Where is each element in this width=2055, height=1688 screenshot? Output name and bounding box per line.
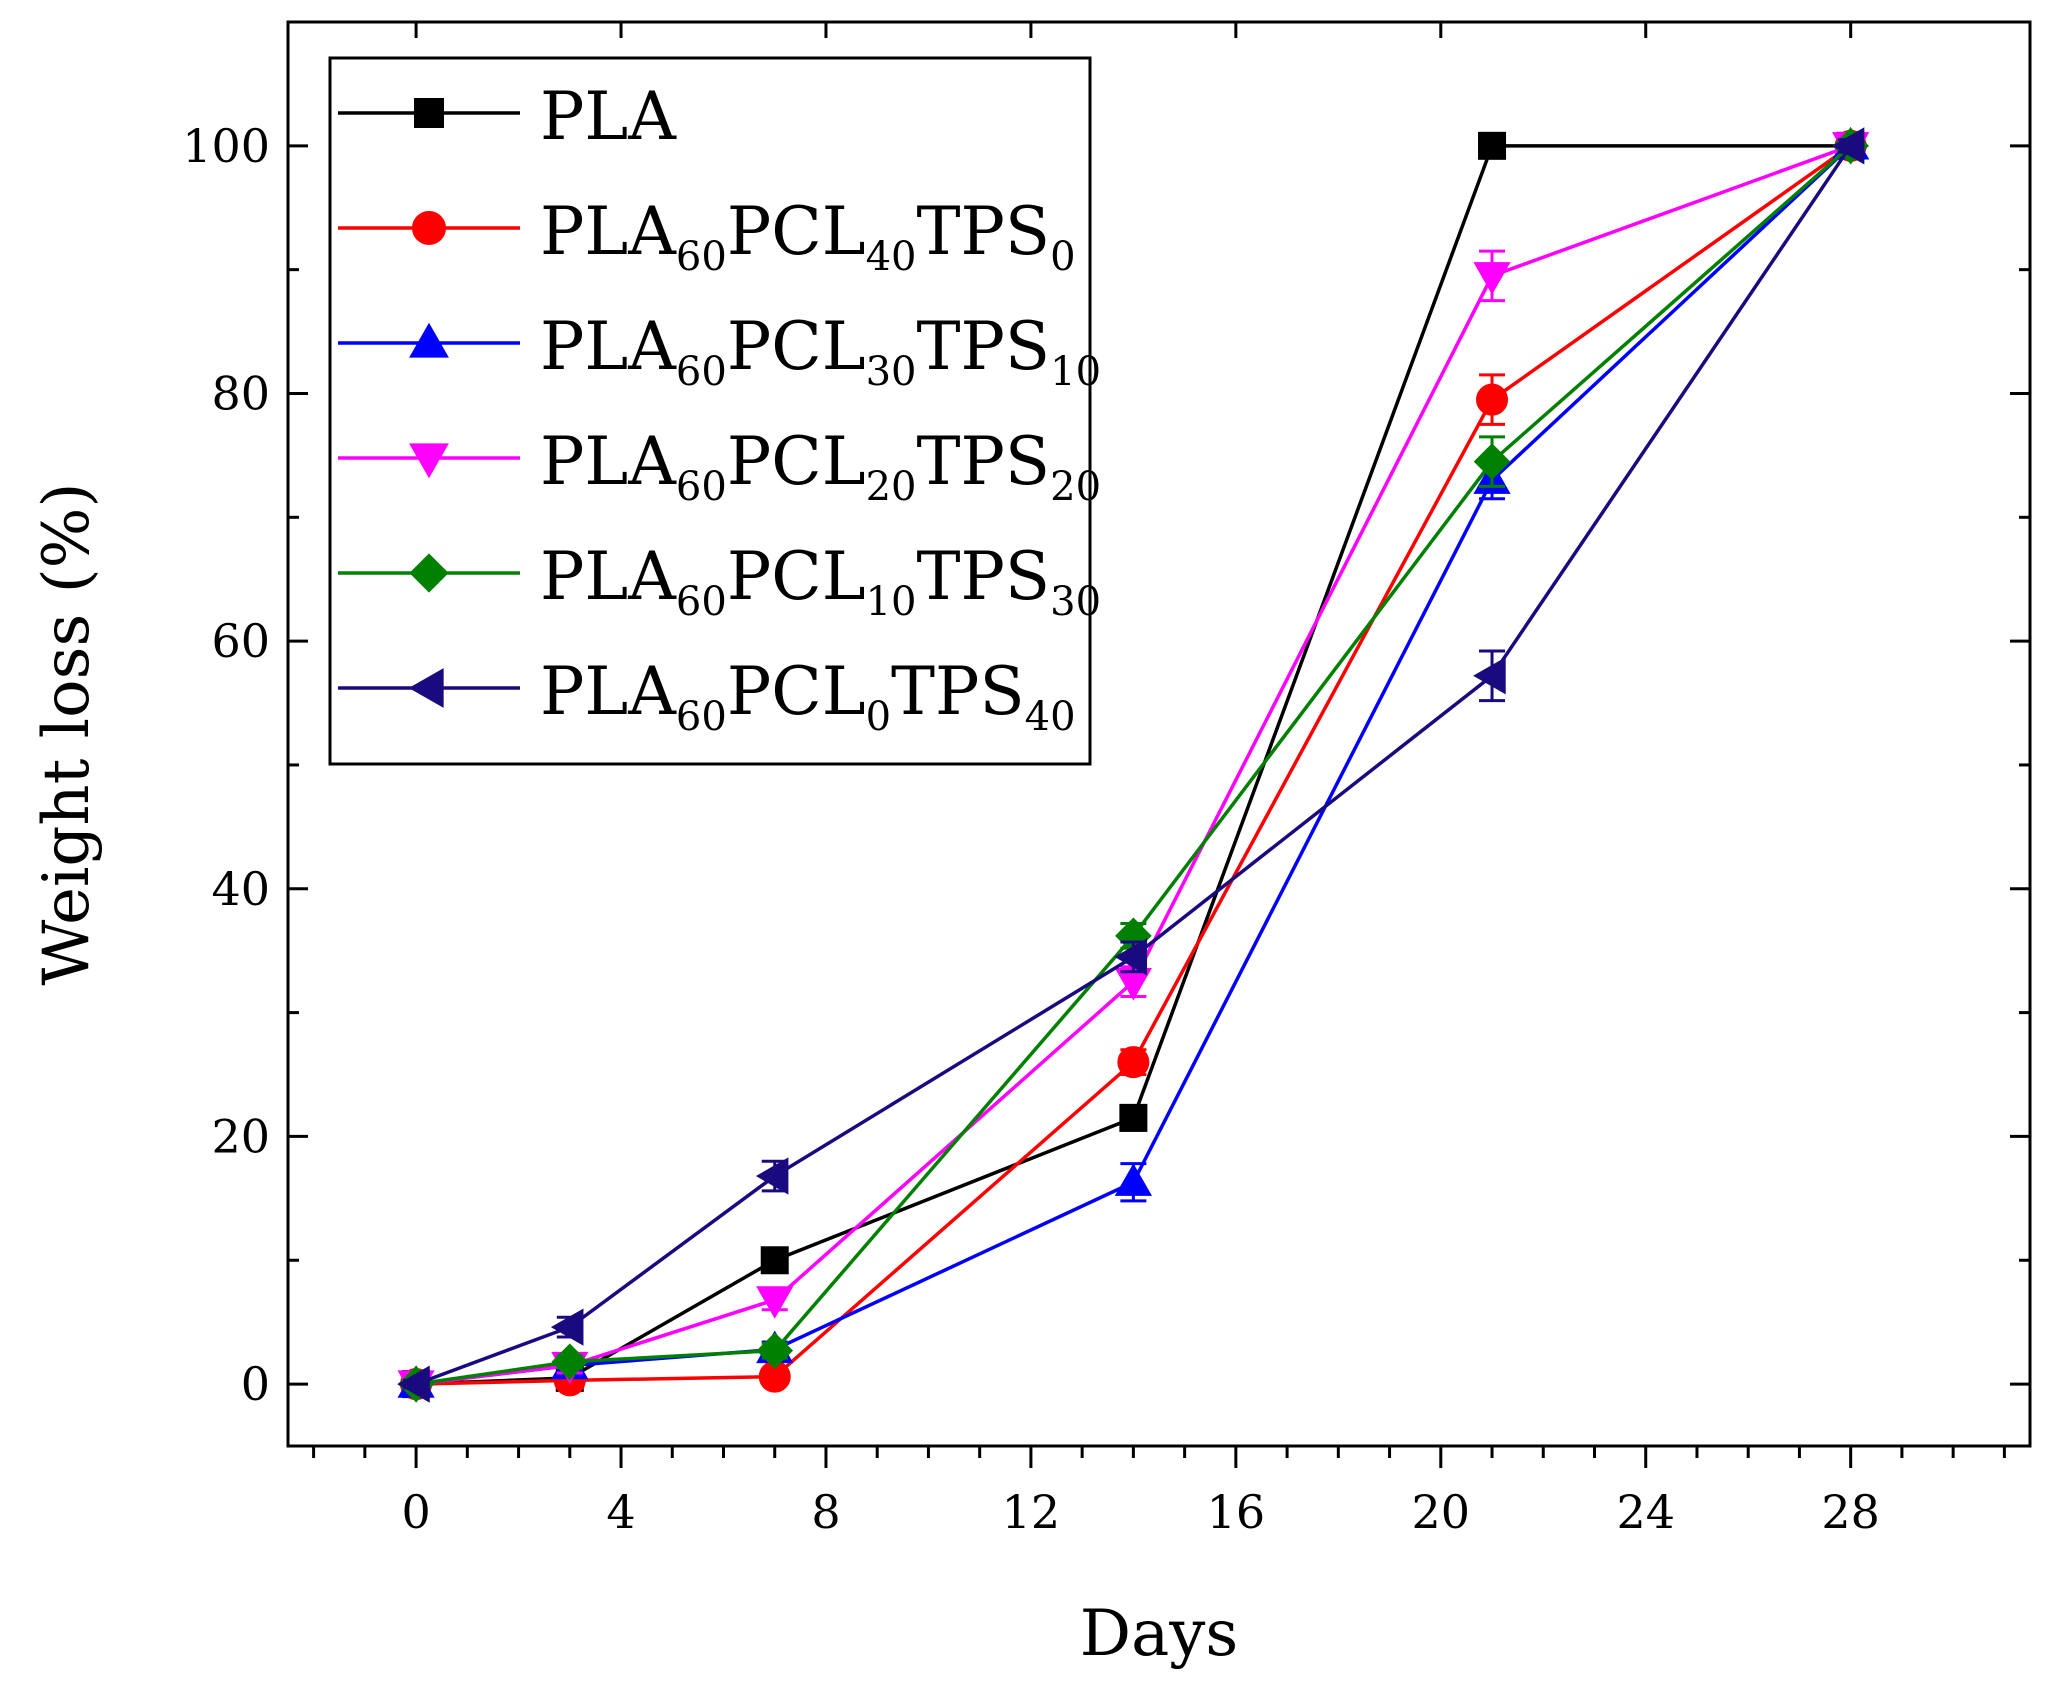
legend-label-part: PCL [727,538,866,615]
x-tick-label: 24 [1616,1485,1675,1539]
legend-label-subscript: 10 [1050,349,1101,395]
x-axis-ticks: 0 4 8 12 16 20 24 28 [312,22,2006,1539]
legend-label: PLA60PCL0TPS40 [540,653,1076,740]
legend-label-subscript: 30 [1050,579,1101,625]
legend-label-part: TPS [891,653,1025,730]
series-line [416,144,1851,1386]
x-tick-label: 20 [1412,1485,1471,1539]
data-point [760,1246,789,1275]
series-layer [397,126,1870,1404]
legend-marker [409,553,449,593]
data-point [1473,262,1511,295]
legend-item: PLA60PCL10TPS30 [338,538,1101,625]
data-point [1473,443,1511,480]
legend-label-base: PLA [540,308,677,385]
legend-label-part: PCL [727,308,866,385]
legend-label-subscript: 20 [1050,464,1101,510]
legend-label-part: TPS [916,193,1050,270]
legend-label-subscript: 0 [866,694,891,740]
legend-label-subscript: 60 [676,464,727,510]
x-axis-label: Days [1080,1597,1238,1671]
y-tick-label: 60 [211,614,270,668]
legend-label-subscript: 40 [866,234,917,280]
legend-marker [409,322,449,358]
legend-label-base: PLA [540,193,677,270]
legend-label-subscript: 20 [866,464,917,510]
x-tick-label: 4 [606,1485,635,1539]
legend-label: PLA60PCL10TPS30 [540,538,1101,625]
data-point [755,1157,789,1195]
legend-label-subscript: 60 [676,234,727,280]
legend-label-part: TPS [916,423,1050,500]
series-PLA60PCL0TPS40 [397,127,1865,1403]
legend-label-subscript: 40 [1025,694,1076,740]
legend-marker [408,668,444,708]
legend: PLAPLA60PCL40TPS0PLA60PCL30TPS10PLA60PCL… [328,56,1101,766]
legend-item: PLA60PCL40TPS0 [338,193,1076,280]
legend-label-subscript: 60 [676,694,727,740]
series-line [415,144,1852,1386]
legend-label-subscript: 30 [866,349,917,395]
data-point [1476,383,1509,416]
data-point [1831,127,1865,165]
data-point [1119,1103,1148,1132]
legend-item: PLA60PCL30TPS10 [338,308,1101,395]
legend-label-subscript: 0 [1050,234,1075,280]
legend-item: PLA [338,78,677,155]
data-point [397,1365,430,1403]
data-point [1473,657,1506,695]
legend-item: PLA60PCL20TPS20 [338,423,1101,510]
legend-label-part: TPS [916,308,1050,385]
legend-label-part: PCL [727,423,866,500]
y-tick-label: 40 [211,862,270,916]
legend-label: PLA60PCL30TPS10 [540,308,1101,395]
data-point [1114,1163,1153,1196]
legend-item: PLA60PCL0TPS40 [338,653,1076,740]
data-point [1478,131,1507,160]
data-point [756,1286,794,1319]
legend-box [328,56,1092,766]
legend-label-base: PLA [540,78,677,155]
legend-label-subscript: 60 [676,579,727,625]
y-tick-label: 0 [241,1357,270,1411]
data-point [550,1308,584,1346]
x-tick-label: 16 [1207,1485,1266,1539]
legend-marker [414,98,444,128]
legend-label-part: PCL [727,193,866,270]
legend-marker [409,443,449,479]
y-tick-label: 100 [182,119,270,173]
y-axis-label: Weight loss (%) [30,483,104,986]
legend-label-part: PCL [727,653,866,730]
x-tick-label: 0 [401,1485,430,1539]
x-tick-label: 8 [811,1485,840,1539]
x-tick-label: 28 [1821,1485,1880,1539]
x-tick-label: 12 [1002,1485,1061,1539]
y-tick-label: 20 [211,1109,270,1163]
legend-label: PLA60PCL20TPS20 [540,423,1101,510]
series-line [415,144,1853,1386]
data-point [756,1332,794,1369]
legend-label: PLA60PCL40TPS0 [540,193,1076,280]
legend-marker [412,211,446,245]
legend-label-base: PLA [540,653,677,730]
legend-label-subscript: 60 [676,349,727,395]
data-point [1117,1046,1150,1079]
legend-label: PLA [540,78,677,155]
legend-label-base: PLA [540,423,677,500]
series-line [416,144,1852,1386]
legend-label-base: PLA [540,538,677,615]
data-point [551,1343,589,1381]
data-point [1114,938,1148,976]
y-tick-label: 80 [211,366,270,420]
legend-label-subscript: 10 [866,579,917,625]
legend-label-part: TPS [916,538,1050,615]
